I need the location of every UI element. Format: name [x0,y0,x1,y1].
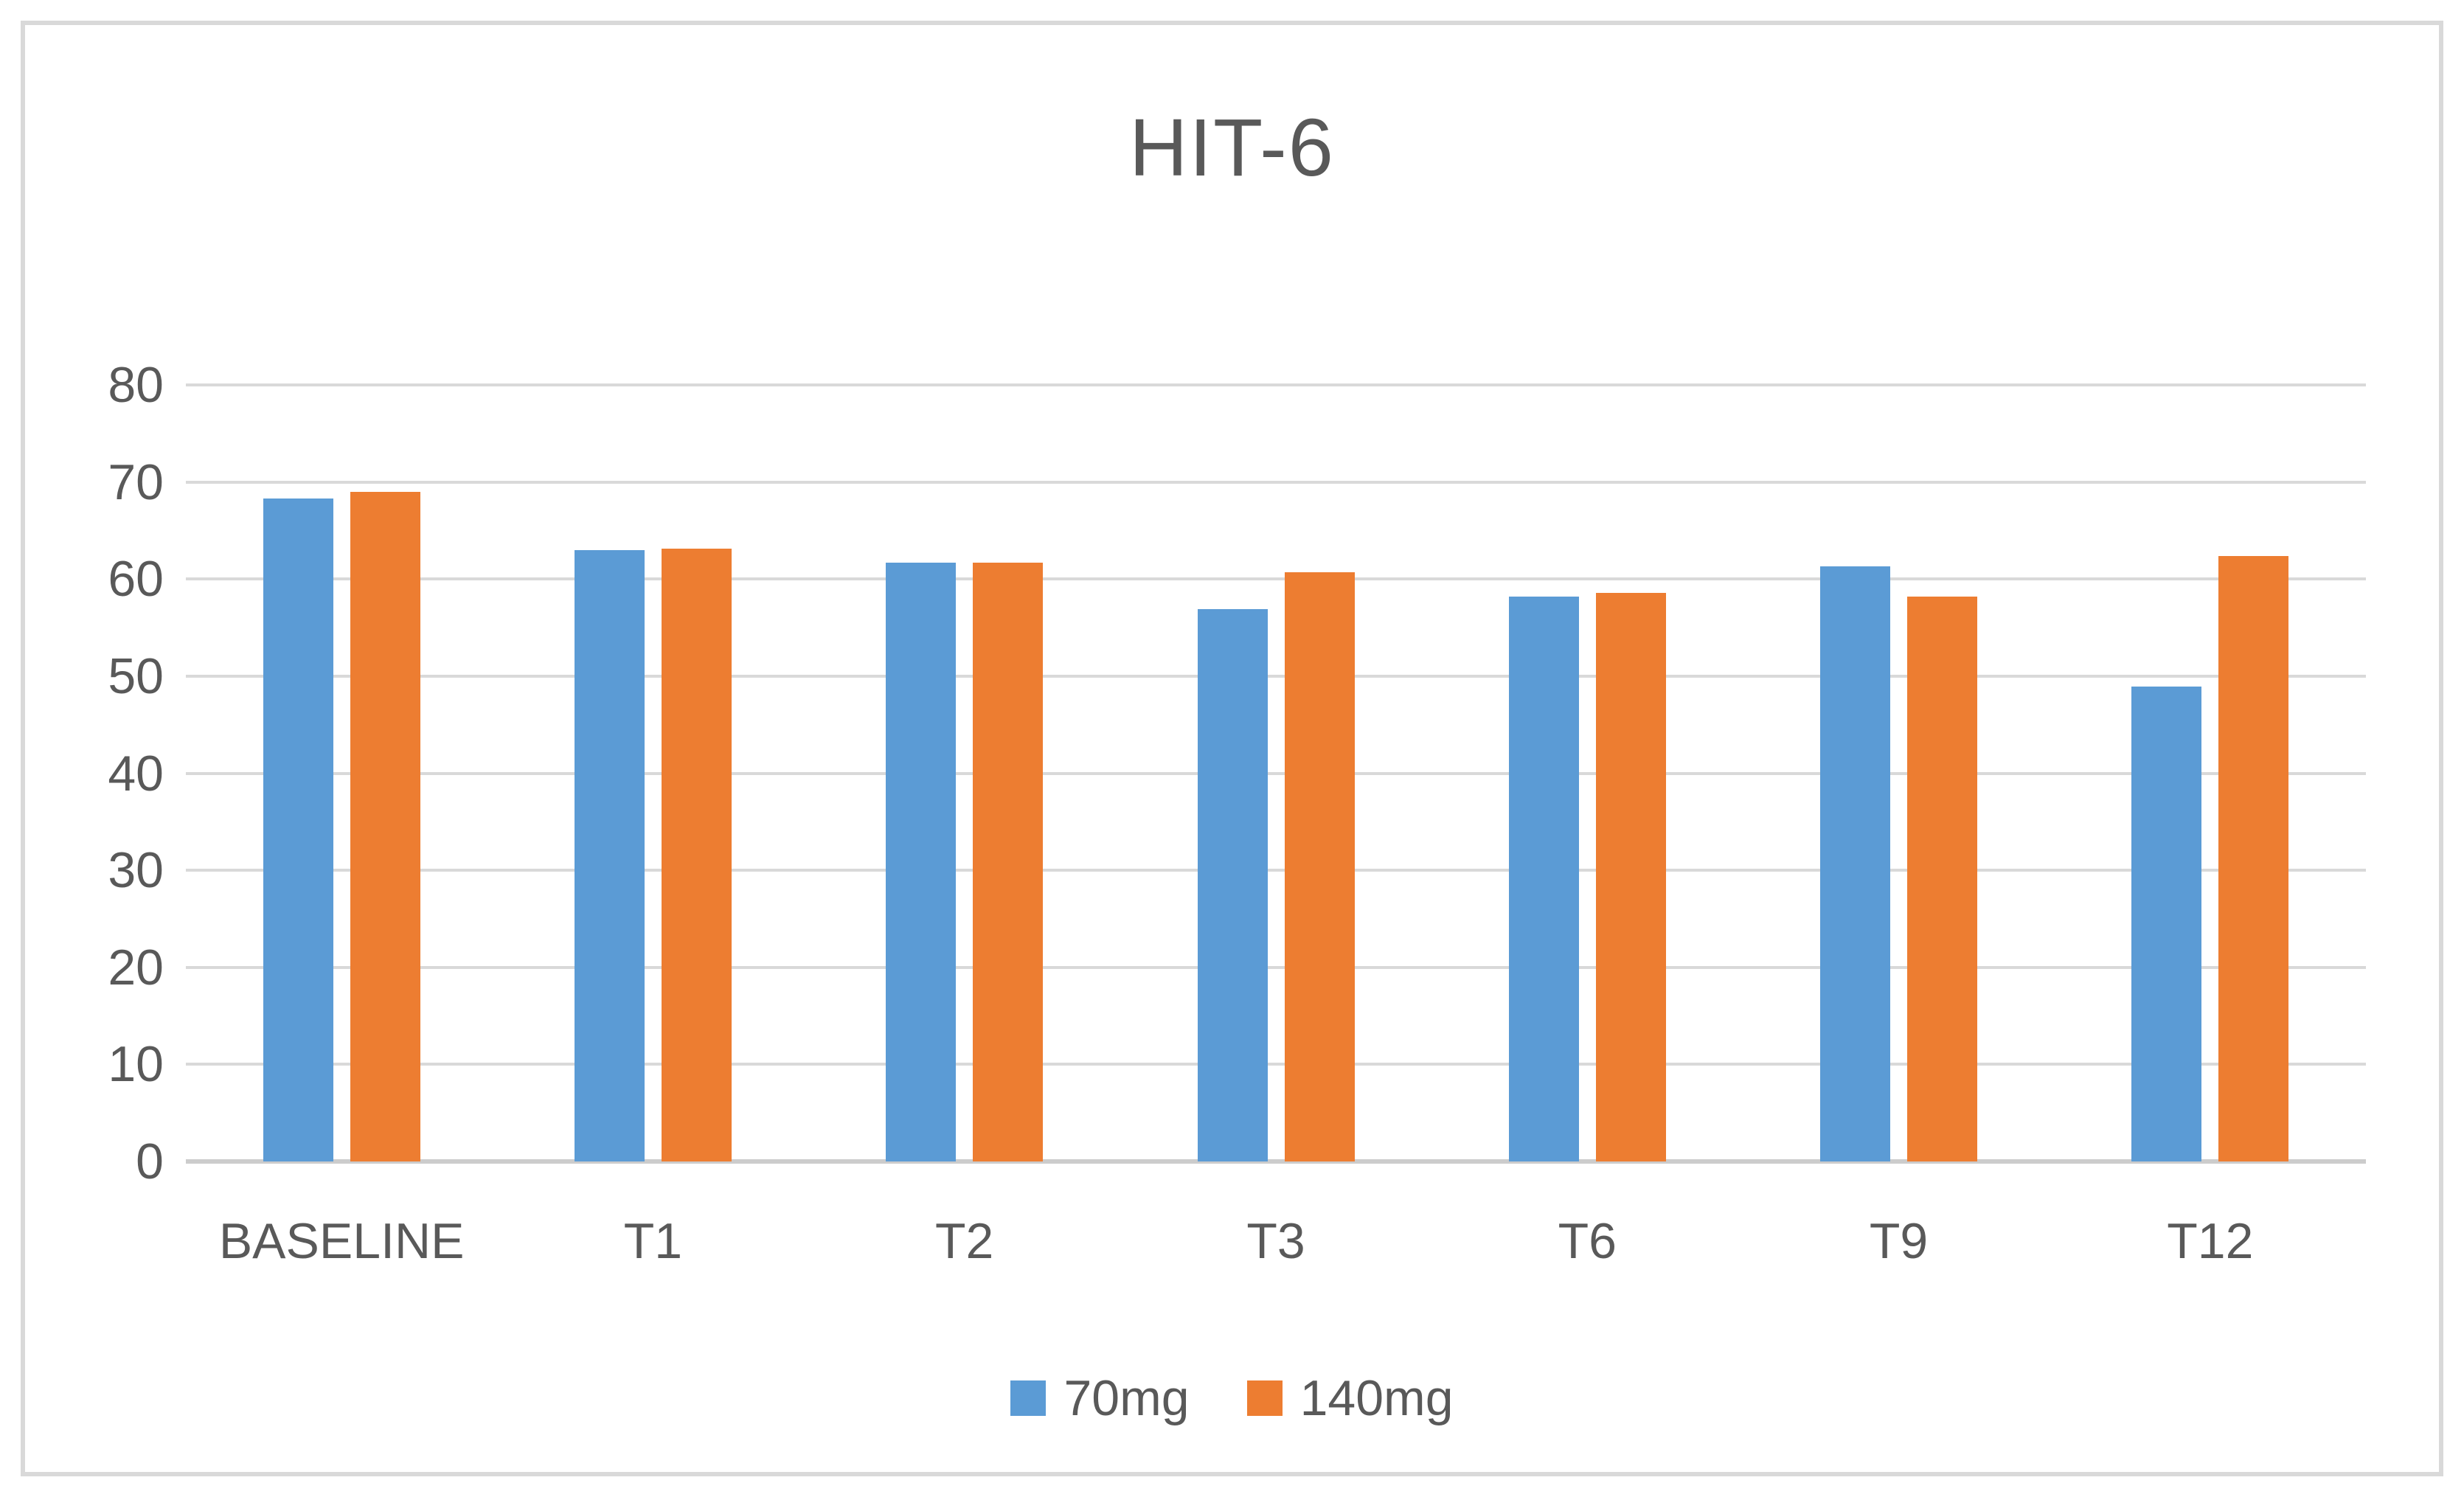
x-axis-label: T6 [1558,1213,1617,1269]
y-axis-label: 60 [108,551,164,608]
y-axis-label: 50 [108,647,164,704]
y-axis-label: 40 [108,745,164,802]
legend-item-140mg: 140mg [1246,1370,1454,1426]
y-axis-label: 70 [108,454,164,510]
gridline [186,965,2366,969]
x-axis-label: T9 [1869,1213,1929,1269]
bar-140mg-t6 [1595,592,1666,1161]
bar-70mg-t6 [1508,596,1579,1161]
x-axis-label: T2 [935,1213,994,1269]
legend-swatch-140mg [1246,1380,1283,1416]
bar-140mg-t9 [1907,596,1978,1161]
x-axis-label: T3 [1246,1213,1305,1269]
bar-140mg-baseline [350,491,420,1161]
legend-label: 70mg [1063,1370,1190,1426]
bar-140mg-t1 [661,549,732,1161]
x-axis-label: T12 [2167,1213,2254,1269]
y-axis-label: 0 [136,1133,164,1189]
figure-border: HIT-6 70mg 140mg 0 10 20 30 40 50 60 70 80 BASELIN… [21,21,2443,1476]
legend-item-70mg: 70mg [1010,1370,1190,1426]
bar-140mg-t12 [2218,555,2289,1161]
bar-70mg-t3 [1197,609,1268,1161]
gridline [186,1063,2366,1066]
bar-140mg-t3 [1284,572,1355,1161]
y-axis-label: 80 [108,357,164,413]
gridline [186,771,2366,775]
y-axis-label: 20 [108,939,164,996]
chart-title: HIT-6 [1129,103,1335,193]
legend: 70mg 140mg [25,1373,2439,1423]
legend-label: 140mg [1299,1370,1454,1426]
bar-70mg-t2 [886,562,957,1161]
y-axis-label: 30 [108,842,164,899]
gridline [186,577,2366,581]
gridline [186,869,2366,872]
bar-70mg-t1 [574,549,645,1161]
gridline [186,674,2366,678]
bar-70mg-t12 [2131,687,2202,1161]
bar-70mg-t9 [1820,566,1891,1161]
x-axis-label: BASELINE [218,1213,465,1269]
y-axis-label: 10 [108,1036,164,1093]
bar-70mg-baseline [263,499,333,1161]
legend-swatch-70mg [1010,1380,1047,1416]
gridline [186,480,2366,484]
bar-140mg-t2 [973,562,1044,1161]
x-axis-label: T1 [623,1213,683,1269]
x-axis-line [186,1159,2366,1164]
gridline [186,383,2366,386]
